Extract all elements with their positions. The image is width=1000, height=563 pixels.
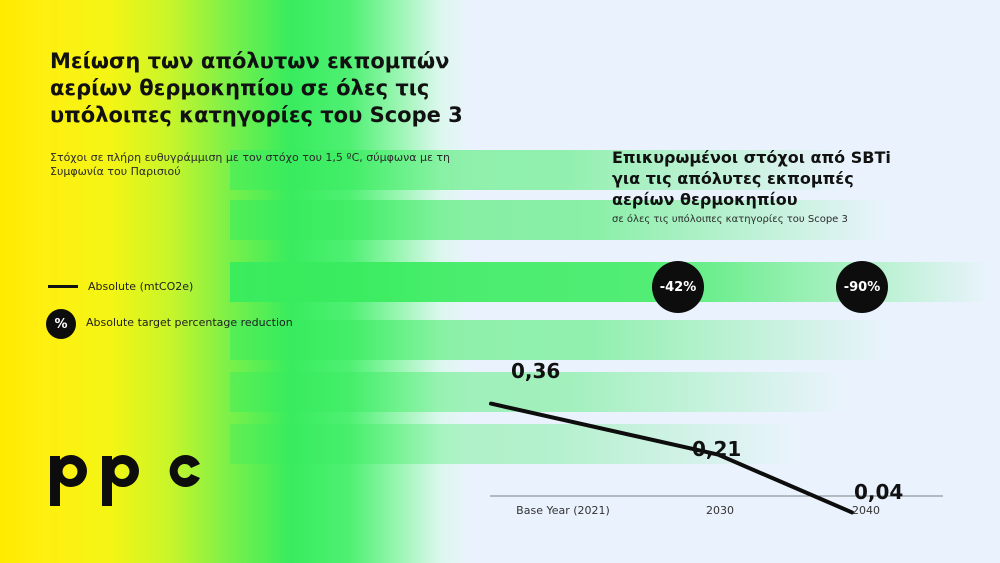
legend-line-label: Absolute (mtCO2e) xyxy=(88,280,194,293)
page-subtitle: Στόχοι σε πλήρη ευθυγράμμιση με τον στόχ… xyxy=(50,151,451,178)
x-tick-label: 2040 xyxy=(852,504,880,517)
ppc-logo: ppc xyxy=(50,454,200,506)
background-band xyxy=(230,424,800,464)
legend-percent-badge: % xyxy=(46,309,76,339)
x-tick-label: 2030 xyxy=(706,504,734,517)
data-label: 0,21 xyxy=(692,436,742,461)
page-title: Μείωση των απόλυτων εκπομπών αερίων θερμ… xyxy=(50,49,463,127)
emissions-series-line xyxy=(489,401,854,515)
reduction-badge: -90% xyxy=(836,261,888,313)
chart-subtitle: σε όλες τις υπόλοιπες κατηγορίες του Sco… xyxy=(612,214,848,225)
x-tick-label: Base Year (2021) xyxy=(516,504,610,517)
data-label: 0,04 xyxy=(854,480,904,505)
legend-percent-label: Absolute target percentage reduction xyxy=(86,316,293,329)
data-label: 0,36 xyxy=(511,358,561,383)
legend-line-swatch xyxy=(48,285,78,288)
background-band xyxy=(230,320,890,360)
background-band xyxy=(230,372,845,412)
background-band xyxy=(230,150,845,190)
reduction-badge: -42% xyxy=(652,261,704,313)
chart-title: Επικυρωμένοι στόχοι από SBTi για τις από… xyxy=(612,148,891,209)
background-band xyxy=(230,200,890,240)
